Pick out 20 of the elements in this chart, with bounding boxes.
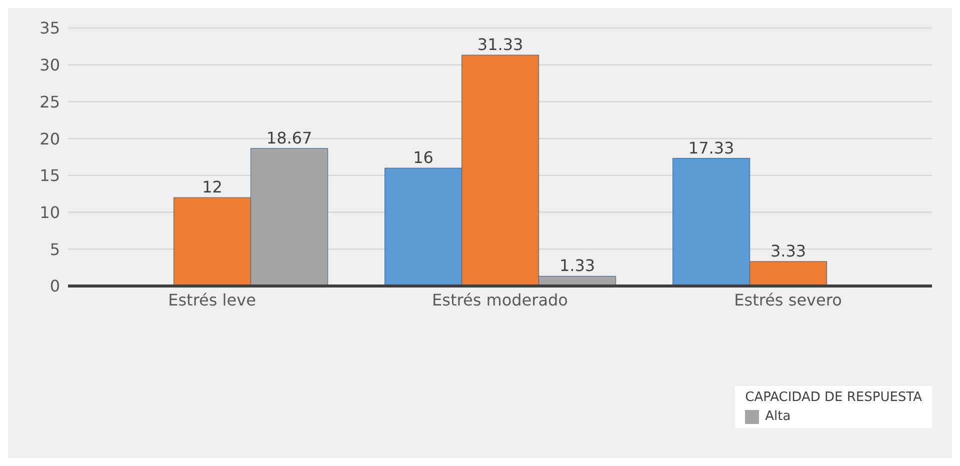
y-tick-label: 5 [50,240,60,259]
data-label: 31.33 [477,35,524,54]
x-tick-label: Estrés moderado [432,290,568,310]
x-tick-label: Estrés severo [734,290,842,310]
data-label: 1.33 [559,256,596,276]
legend-title: CAPACIDAD DE RESPUESTA [745,390,922,405]
y-tick-label: 0 [50,276,60,296]
legend-label: Alta [765,409,791,424]
data-label: 17.33 [688,138,734,158]
x-tick-label: Estrés leve [168,290,256,310]
y-tick-label: 30 [40,56,60,75]
y-tick-label: 15 [40,166,60,186]
y-tick-label: 25 [40,92,60,112]
y-tick-label: 10 [40,202,60,222]
data-label: 3.33 [770,241,806,260]
data-label: 18.67 [266,128,312,148]
y-tick-label: 35 [40,18,60,38]
y-tick-label: 20 [40,129,60,148]
data-label: 16 [413,148,434,168]
data-label: 12 [202,178,222,197]
